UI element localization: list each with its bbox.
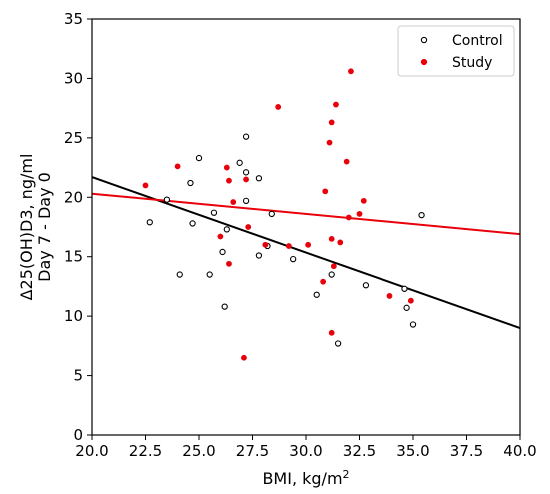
data-point-control bbox=[163, 196, 171, 203]
legend-marker-control bbox=[420, 36, 428, 44]
data-point-control bbox=[334, 340, 342, 347]
x-tick-label: 27.5 bbox=[236, 442, 269, 460]
x-axis-label-text: BMI, kg/m bbox=[262, 469, 342, 488]
x-tick-label: 40.0 bbox=[503, 442, 536, 460]
x-tick-label: 30.0 bbox=[289, 442, 322, 460]
y-tick-label: 0 bbox=[73, 426, 83, 444]
y-tick-label: 15 bbox=[64, 248, 83, 266]
y-tick-label: 20 bbox=[64, 188, 83, 206]
data-point-control bbox=[401, 285, 408, 292]
data-point-control bbox=[176, 271, 183, 278]
data-point-control bbox=[223, 226, 230, 233]
y-axis-ticks: 0 5 10 15 20 25 30 35 bbox=[64, 10, 92, 444]
data-points bbox=[142, 68, 425, 361]
data-point-study bbox=[343, 158, 350, 165]
data-point-study bbox=[230, 199, 237, 205]
legend-marker-study bbox=[420, 58, 428, 66]
legend-label-study: Study bbox=[452, 55, 492, 71]
data-point-control bbox=[146, 219, 153, 226]
data-point-study bbox=[328, 235, 335, 242]
data-point-study bbox=[241, 354, 247, 361]
data-point-study bbox=[226, 260, 232, 267]
data-point-study bbox=[174, 163, 181, 170]
data-point-study bbox=[328, 119, 335, 126]
data-point-control bbox=[206, 271, 213, 278]
data-point-control bbox=[195, 154, 203, 162]
data-point-study bbox=[142, 182, 149, 189]
data-point-study bbox=[223, 164, 230, 171]
data-point-control bbox=[187, 179, 194, 187]
data-point-study bbox=[345, 214, 352, 221]
x-tick-label: 32.5 bbox=[343, 442, 376, 460]
data-point-control bbox=[219, 248, 226, 256]
data-point-control bbox=[255, 252, 263, 259]
data-point-control bbox=[268, 210, 275, 218]
data-point-control bbox=[221, 303, 228, 310]
data-point-study bbox=[305, 241, 312, 248]
data-point-study bbox=[328, 329, 335, 336]
data-point-study bbox=[322, 188, 329, 195]
data-point-study bbox=[386, 293, 393, 299]
legend-box bbox=[397, 25, 515, 77]
data-point-control bbox=[403, 304, 410, 311]
data-point-study bbox=[285, 243, 292, 249]
y-tick-label: 5 bbox=[73, 367, 83, 385]
data-point-control bbox=[242, 133, 250, 140]
data-point-study bbox=[407, 297, 414, 304]
x-tick-label: 37.5 bbox=[450, 442, 483, 460]
data-point-study bbox=[360, 197, 367, 204]
x-tick-label: 35.0 bbox=[396, 442, 429, 460]
legend-label-control: Control bbox=[452, 33, 503, 49]
data-point-study bbox=[330, 263, 337, 270]
data-point-study bbox=[333, 101, 339, 108]
legend: Control Study bbox=[397, 25, 515, 77]
data-point-study bbox=[326, 139, 333, 146]
trend-lines bbox=[91, 176, 521, 329]
y-tick-label: 10 bbox=[64, 307, 83, 325]
data-point-control bbox=[242, 169, 250, 176]
data-point-study bbox=[245, 224, 252, 230]
data-point-study bbox=[320, 278, 327, 285]
data-point-study bbox=[275, 104, 282, 110]
data-point-control bbox=[189, 220, 196, 227]
x-axis-label: BMI, kg/m2 bbox=[262, 468, 349, 489]
x-axis-ticks: 20.0 22.5 25.0 27.5 30.0 32.5 35.0 37.5 40.0 bbox=[75, 435, 537, 460]
plot-frame bbox=[91, 18, 521, 436]
data-point-control bbox=[362, 282, 370, 289]
x-axis-label-superscript: 2 bbox=[343, 468, 350, 481]
data-point-control bbox=[255, 175, 263, 182]
data-point-control bbox=[313, 291, 320, 298]
trend-line-study bbox=[91, 192, 521, 236]
data-point-control bbox=[328, 271, 335, 278]
data-point-control bbox=[210, 209, 218, 216]
data-point-study bbox=[262, 241, 269, 248]
data-point-control bbox=[236, 159, 243, 166]
data-point-study bbox=[243, 176, 249, 183]
data-point-study bbox=[356, 211, 363, 217]
x-tick-label: 20.0 bbox=[75, 442, 108, 460]
data-point-control bbox=[409, 321, 417, 328]
y-axis-label-line2: Day 7 - Day 0 bbox=[35, 172, 54, 282]
data-point-study bbox=[337, 239, 344, 246]
data-point-control bbox=[290, 255, 297, 263]
x-tick-label: 22.5 bbox=[129, 442, 162, 460]
y-tick-label: 30 bbox=[64, 69, 83, 87]
data-point-study bbox=[226, 177, 232, 184]
trend-line-control bbox=[91, 176, 521, 329]
data-point-study bbox=[217, 233, 224, 240]
data-point-study bbox=[348, 68, 354, 75]
data-point-control bbox=[242, 197, 250, 205]
y-tick-label: 25 bbox=[64, 129, 83, 147]
data-point-control bbox=[418, 211, 425, 219]
y-tick-label: 35 bbox=[64, 10, 83, 28]
x-tick-label: 25.0 bbox=[182, 442, 215, 460]
y-axis-label-line1: Δ25(OH)D3, ng/ml bbox=[17, 154, 36, 301]
